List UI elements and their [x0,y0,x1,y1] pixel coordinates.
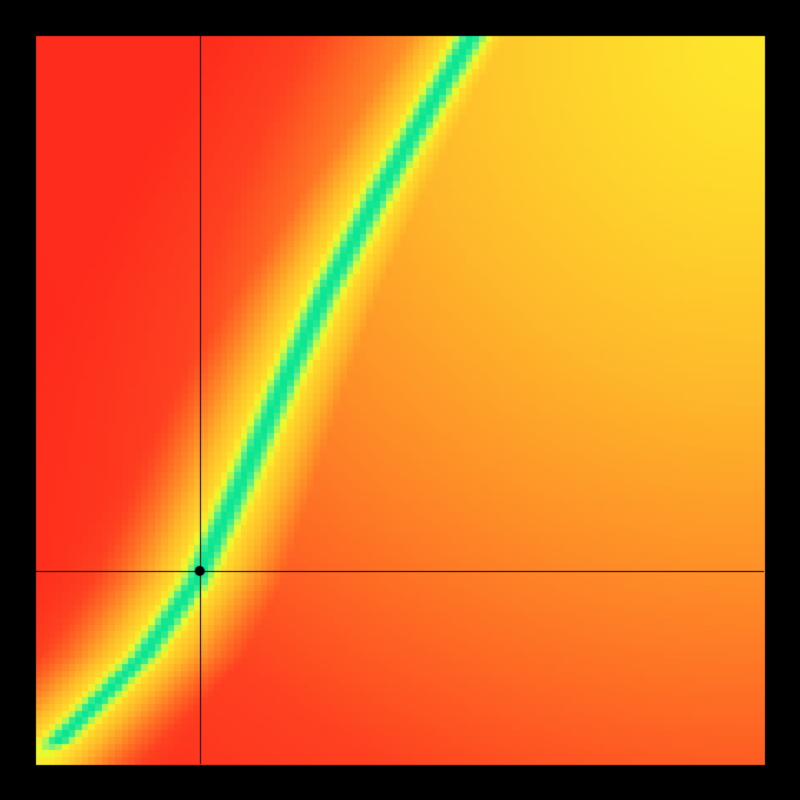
chart-container: TheBottleneck.com [0,0,800,800]
heatmap-canvas [0,0,800,800]
